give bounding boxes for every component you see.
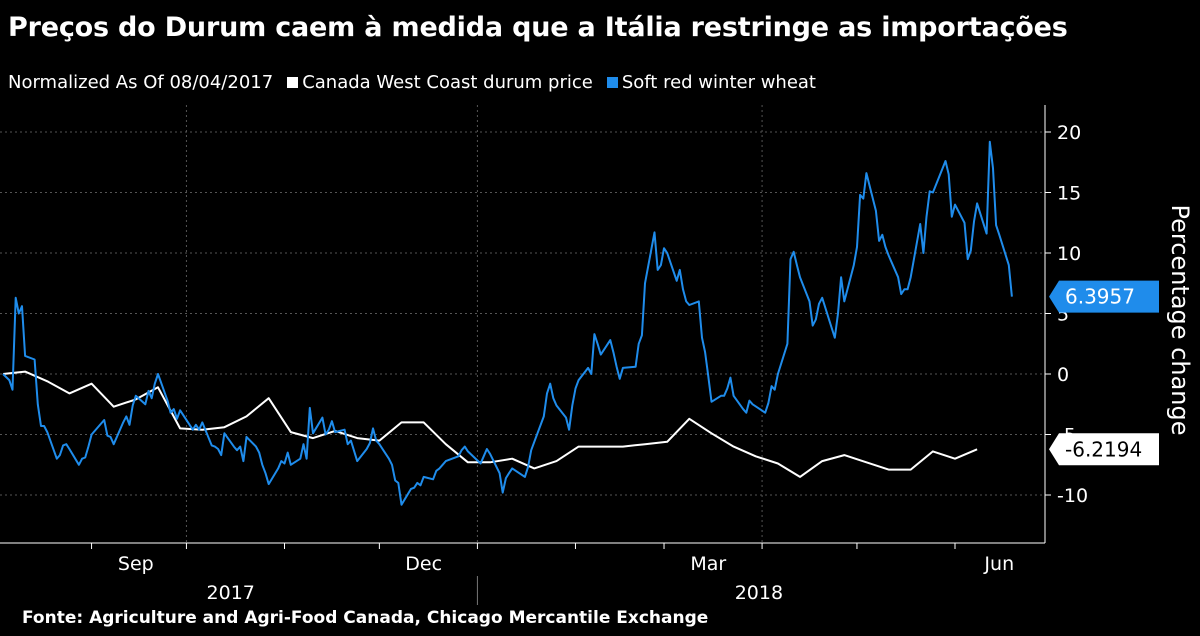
- x-month-label: Sep: [118, 553, 154, 575]
- source-footer: Fonte: Agriculture and Agri-Food Canada,…: [22, 608, 709, 628]
- legend-swatch-wheat: [606, 77, 618, 88]
- x-month-label: Jun: [983, 553, 1014, 575]
- legend-item-durum: Canada West Coast durum price: [287, 72, 593, 93]
- x-year-label: 2018: [735, 582, 783, 604]
- y-tick-label: 20: [1057, 122, 1081, 144]
- value-badges: -6.2194 6.3957: [1049, 280, 1159, 466]
- chart-title: Preços do Durum caem à medida que a Itál…: [8, 12, 1068, 43]
- series-layer: [2, 140, 1013, 506]
- series-line-durum: [2, 370, 978, 478]
- legend-label-wheat: Soft red winter wheat: [621, 72, 816, 93]
- series-line-wheat: [2, 140, 1013, 506]
- badge-value: 6.3957: [1065, 285, 1135, 309]
- badge-background: [1049, 280, 1159, 313]
- badge-value: -6.2194: [1065, 437, 1142, 461]
- badge-background: [1049, 433, 1159, 466]
- legend-normalized-text: Normalized As Of 08/04/2017: [8, 72, 274, 93]
- x-month-label: Mar: [690, 553, 726, 575]
- y-tick-label: -10: [1057, 485, 1088, 507]
- y-tick-label: 0: [1057, 364, 1069, 386]
- y-axis-label: Percentage change: [1166, 205, 1194, 436]
- x-month-label: Dec: [405, 553, 442, 575]
- y-tick-label: 10: [1057, 243, 1081, 265]
- y-tick-label: 15: [1057, 183, 1081, 205]
- legend: Normalized As Of 08/04/2017 Canada West …: [8, 72, 830, 93]
- legend-label-durum: Canada West Coast durum price: [302, 72, 593, 93]
- last-value-badge-wheat: 6.3957: [1049, 280, 1159, 313]
- last-value-badge-durum: -6.2194: [1049, 433, 1159, 466]
- legend-swatch-durum: [287, 77, 299, 88]
- legend-item-wheat: Soft red winter wheat: [606, 72, 816, 93]
- legend-normalized-note: Normalized As Of 08/04/2017: [8, 72, 273, 93]
- grid: [0, 105, 1045, 543]
- x-year-label: 2017: [207, 582, 255, 604]
